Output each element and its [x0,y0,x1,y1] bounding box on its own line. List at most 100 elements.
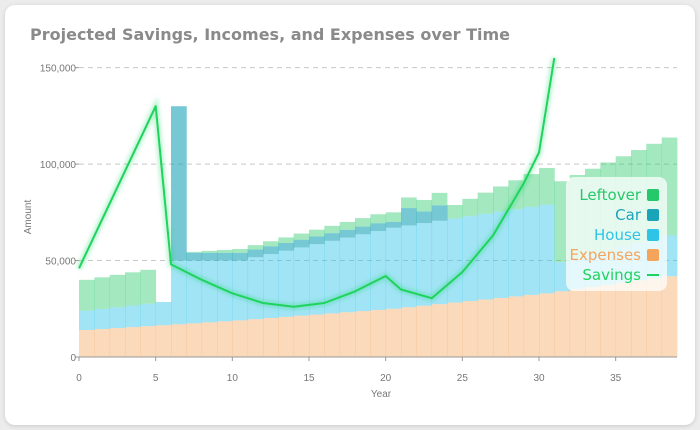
y-tick-label: 0 [70,353,76,364]
expenses-bar [155,325,172,357]
legend-item-car[interactable]: Car [615,205,659,225]
car-bar [217,252,233,261]
leftover-bar [278,237,295,243]
car-bar [431,205,448,221]
legend-line-savings [647,274,659,276]
x-tick-label: 35 [610,373,622,384]
y-tick-label: 50,000 [45,257,76,268]
car-bar [278,242,295,251]
expenses-bar [569,289,586,357]
legend-label-house: House [593,226,641,244]
expenses-bar [615,282,632,357]
legend-item-savings[interactable]: Savings [582,265,659,285]
leftover-bar [201,250,218,253]
house-bar [523,206,540,295]
leftover-bar [125,272,141,306]
leftover-bar [247,245,264,250]
x-tick-label: 20 [380,373,392,384]
house-bar [401,225,417,308]
expenses-bar [140,326,157,357]
car-bar [370,223,387,232]
house-bar [355,234,371,312]
house-bar [278,250,295,317]
car-bar [171,106,187,261]
legend: Leftover Car House Expenses Savings [566,177,667,291]
x-tick-label: 0 [76,373,82,384]
x-axis-label: Year [371,389,392,400]
expenses-bar [201,322,218,357]
leftover-bar [79,279,95,311]
expenses-bar [247,319,264,357]
leftover-bar [293,233,310,240]
leftover-bar [339,221,356,230]
car-bar [186,252,203,261]
leftover-bar [462,198,479,217]
legend-swatch-car [647,209,659,221]
house-bar [339,237,356,313]
expenses-bar [523,294,540,357]
x-tick-label: 15 [303,373,315,384]
legend-label-car: Car [615,206,641,224]
house-bar [155,302,172,326]
house-bar [385,227,402,309]
leftover-bar [477,192,494,214]
expenses-bar [462,301,479,357]
leftover-bar [493,186,509,212]
expenses-bar [278,316,295,357]
x-tick-label: 10 [227,373,239,384]
expenses-bar [631,280,647,357]
house-bar [125,305,141,328]
legend-swatch-house [647,229,659,241]
leftover-bar [186,251,203,253]
legend-label-savings: Savings [582,266,641,284]
house-bar [232,260,249,321]
house-bar [201,260,218,323]
legend-item-house[interactable]: House [594,225,659,245]
expenses-bar [600,284,617,357]
expenses-bar [554,291,571,357]
car-bar [293,239,310,248]
x-tick-label: 25 [457,373,469,384]
house-bar [416,223,433,306]
expenses-bar [309,314,325,357]
house-bar [370,231,387,310]
legend-label-expenses: Expenses [569,246,641,264]
car-bar [324,233,341,241]
expenses-bar [585,286,601,357]
expenses-bar [217,321,233,357]
expenses-bar [370,309,387,357]
car-bar [232,252,249,261]
expenses-bar [646,278,663,357]
expenses-bar [324,313,341,357]
expenses-bar [94,329,111,357]
leftover-bar [140,269,157,304]
leftover-bar [523,174,540,207]
x-tick-label: 5 [153,373,159,384]
area-car [171,106,448,261]
leftover-bar [217,249,233,253]
leftover-bar [447,204,463,219]
house-bar [539,204,555,294]
leftover-bar [109,274,126,308]
expenses-bar [385,308,402,357]
car-bar [401,208,417,226]
expenses-bar [186,323,203,357]
house-bar [293,247,310,316]
leftover-bar [416,199,433,212]
expenses-bar [477,299,494,357]
house-bar [94,308,111,330]
legend-item-expenses[interactable]: Expenses [570,245,659,265]
house-bar [247,257,264,320]
y-tick-label: 100,000 [40,160,77,171]
leftover-bar [539,167,555,205]
leftover-bar [324,225,341,234]
leftover-bar [232,248,249,253]
house-bar [477,213,494,300]
y-axis-label: Amount [23,200,34,235]
house-bar [140,303,157,327]
expenses-bar [416,305,433,357]
legend-item-leftover[interactable]: Leftover [579,185,659,205]
house-bar [431,220,448,305]
car-bar [247,249,264,258]
car-bar [416,211,433,224]
